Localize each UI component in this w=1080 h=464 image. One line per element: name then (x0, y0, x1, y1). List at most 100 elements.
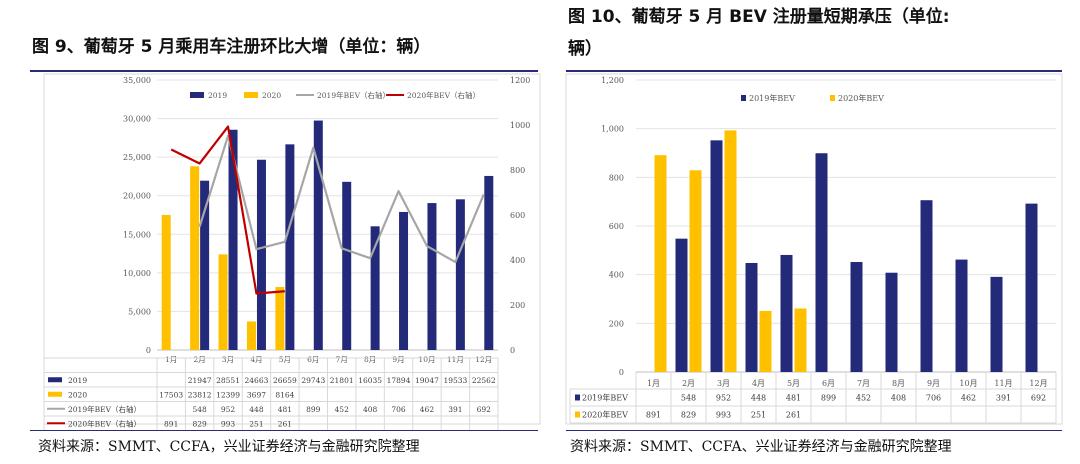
chart-9-table-row-label: 2019年BEV（右轴） (68, 404, 141, 414)
chart-9-y2-tick-label: 1000 (510, 121, 530, 130)
chart-9-x-tick-label: 12月 (475, 355, 492, 364)
chart-10-legend-label: 2019年BEV (749, 93, 795, 103)
chart-9-y2-tick-label: 0 (510, 346, 515, 355)
chart-9-line-2020-bev (170, 125, 285, 295)
figure-10-title-line-1: 图 10、葡萄牙 5 月 BEV 注册量短期承压（单位: (568, 7, 950, 27)
chart-10-table-cell: 829 (681, 411, 696, 420)
chart-9-table-cell: 448 (249, 405, 264, 414)
chart-10-table-cell: 251 (751, 411, 766, 420)
chart-9-table-cell: 952 (221, 405, 236, 414)
chart-9-bar-2019 (484, 175, 494, 350)
chart-10-table-row-label: 2020年BEV (582, 410, 628, 420)
chart-9-bar-2020 (246, 321, 256, 350)
chart-9-y2-tick-label: 400 (510, 256, 525, 265)
chart-9-table-cell: 408 (363, 405, 378, 414)
chart-10-bar-2020-bev (689, 170, 702, 372)
chart-9-table-cell: 17503 (159, 390, 183, 399)
chart-10-frame (565, 73, 1063, 425)
chart-10-table-row-label: 2019年BEV (582, 393, 628, 403)
chart-10-bar-2019-bev (815, 153, 828, 372)
chart-10-x-tick-label: 3月 (717, 379, 730, 388)
chart-9-y2-tick-label: 600 (510, 211, 525, 220)
chart-10-table-key (575, 394, 580, 401)
chart-10-table-cell: 548 (681, 394, 696, 403)
chart-9-x-tick-label: 1月 (165, 355, 177, 364)
chart-10-bar-2020-bev (794, 308, 807, 372)
chart-9-table-cell: 462 (420, 405, 435, 414)
chart-10-bar-2019-bev (990, 276, 1003, 372)
chart-10-x-tick-label: 6月 (822, 379, 835, 388)
chart-10-table-cell: 952 (716, 394, 731, 403)
chart-9-table-row-label: 2020年BEV（右轴） (68, 418, 141, 428)
chart-10-y-tick-label: 800 (609, 173, 624, 182)
chart-10-table-cell: 692 (1031, 394, 1046, 403)
chart-10-y-tick-label: 600 (609, 222, 624, 231)
chart-9-y-tick-label: 20,000 (123, 192, 151, 201)
chart-9-legend-swatch (244, 92, 258, 98)
chart-9-y-tick-label: 35,000 (123, 76, 151, 85)
chart-9-x-tick-label: 9月 (392, 355, 404, 364)
chart-9-table-cell: 28551 (216, 376, 240, 385)
chart-9-y-tick-label: 5,000 (128, 307, 151, 316)
chart-9-legend-label: 2020年BEV（右轴） (407, 90, 480, 100)
chart-9-table-cell: 391 (448, 405, 462, 414)
chart-9-table-cell: 23812 (188, 390, 212, 399)
chart-9-bar-2019 (200, 180, 210, 350)
figure-9-bottom-rule (30, 430, 538, 431)
chart-9-table-cell: 452 (335, 405, 350, 414)
chart-10-bar-2020-bev (654, 155, 667, 372)
chart-9-y-tick-label: 30,000 (123, 115, 151, 124)
figure-10-title-rule (566, 70, 1062, 72)
chart-10-table-cell: 448 (751, 394, 766, 403)
chart-9-table-cell: 829 (192, 419, 207, 428)
chart-9-legend-label: 2019 (208, 91, 227, 100)
chart-10-table-cell: 481 (786, 394, 801, 403)
figure-9-title: 图 9、葡萄牙 5 月乘用车注册环比大增（单位：辆） (32, 37, 431, 57)
chart-9-line-2019-bev (198, 134, 485, 264)
chart-9-bar-2019 (427, 203, 437, 350)
chart-9-table-key (48, 391, 62, 397)
chart-10-legend-label: 2020年BEV (838, 93, 884, 103)
chart-9-table-cell: 16035 (358, 376, 382, 385)
chart-9-table-cell: 22562 (472, 376, 496, 385)
chart-9-x-tick-label: 4月 (250, 355, 262, 364)
chart-9-x-tick-label: 7月 (336, 355, 348, 364)
chart-10-y-tick-label: 1,200 (601, 76, 624, 85)
chart-10-bar-2019-bev (850, 262, 863, 372)
chart-9-table-cell: 12399 (216, 390, 240, 399)
chart-9-y-tick-label: 15,000 (123, 230, 151, 239)
chart-10-bar-2019-bev (955, 259, 968, 372)
chart-9-bar-2020 (275, 287, 285, 350)
chart-9-table-key (48, 377, 62, 383)
chart-10-table-cell: 891 (646, 411, 661, 420)
figure-10-source: 资料来源：SMMT、CCFA、兴业证券经济与金融研究院整理 (570, 439, 952, 455)
chart-10-table-key (575, 411, 580, 418)
chart-9-bar-2019 (285, 144, 295, 350)
chart-10-bar-2019-bev (745, 262, 758, 372)
chart-9-legend-label: 2019年BEV（右轴） (317, 90, 390, 100)
chart-9-table-row-label: 2020 (68, 390, 87, 399)
chart-9-table-cell: 993 (221, 419, 236, 428)
chart-10-bar-2019-bev (780, 254, 793, 372)
figure-10-bottom-rule (566, 430, 1062, 431)
chart-10-bar-2019-bev (920, 200, 933, 372)
chart-10-table-cell: 899 (821, 394, 836, 403)
chart-9-legend-swatch (190, 92, 204, 98)
chart-10-x-tick-label: 12月 (1029, 379, 1047, 388)
chart-9-bar-2019 (455, 199, 465, 350)
chart-10-bar-2019-bev (710, 140, 723, 372)
chart-9-table-cell: 19533 (443, 376, 467, 385)
chart-9-table-cell: 21801 (330, 376, 354, 385)
chart-10-legend-swatch (830, 95, 835, 101)
chart-9-bar-2019 (256, 159, 266, 350)
chart-9-table-cell: 261 (278, 419, 292, 428)
chart-9-bar-2019 (313, 120, 323, 350)
chart-10-bar-2019-bev (1025, 203, 1038, 372)
chart-10-bar-2019-bev (675, 238, 688, 372)
chart-9-bar-2019 (228, 129, 238, 350)
chart-10-x-tick-label: 9月 (927, 379, 940, 388)
chart-9-table-cell: 3697 (247, 390, 266, 399)
figure-9-title-rule (30, 70, 538, 72)
chart-9-x-tick-label: 11月 (447, 355, 464, 364)
